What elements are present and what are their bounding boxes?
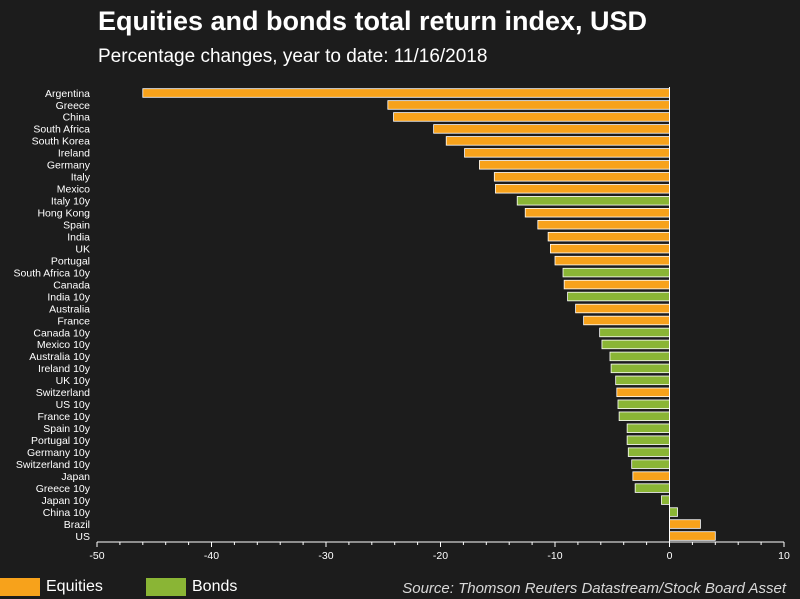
bar <box>626 423 670 433</box>
x-tick-label: -50 <box>89 550 104 562</box>
category-label: France 10y <box>37 411 90 423</box>
legend-label-equities: Equities <box>46 578 103 595</box>
bar <box>661 495 670 505</box>
category-label: Greece 10y <box>36 483 91 495</box>
bar <box>575 303 670 314</box>
category-label: France <box>57 315 90 327</box>
category-label: Japan 10y <box>42 495 91 507</box>
bar <box>433 124 670 134</box>
bar <box>632 471 670 481</box>
category-label: Mexico <box>57 184 90 196</box>
bar <box>387 100 670 110</box>
legend-label-bonds: Bonds <box>192 578 238 595</box>
category-label: Italy 10y <box>51 196 91 208</box>
bar <box>550 243 670 254</box>
legend-swatch-bonds <box>146 578 186 596</box>
x-tick-label: 10 <box>778 550 790 562</box>
category-label: US <box>75 531 90 543</box>
bar <box>609 351 670 362</box>
category-label: Switzerland <box>36 387 90 399</box>
bar <box>464 148 670 158</box>
legend-swatch-equities <box>0 578 40 596</box>
bar <box>669 519 701 529</box>
x-tick-label: -20 <box>433 550 448 562</box>
bar <box>516 196 670 206</box>
bar <box>631 459 670 469</box>
x-tick-label: 0 <box>667 550 673 562</box>
category-label: UK 10y <box>56 375 91 387</box>
bar <box>615 375 670 386</box>
legend-bonds: Bonds <box>146 578 237 596</box>
bar <box>493 172 670 182</box>
bar <box>393 112 670 122</box>
category-label: Hong Kong <box>37 208 90 220</box>
category-label: India 10y <box>47 291 90 303</box>
category-label: Australia 10y <box>29 351 90 363</box>
category-label: Italy <box>71 172 91 184</box>
category-label: South Africa 10y <box>14 267 91 279</box>
legend-equities: Equities <box>0 578 103 596</box>
bar <box>669 507 678 517</box>
chart-title: Equities and bonds total return index, U… <box>98 6 648 36</box>
category-label: Canada 10y <box>33 327 90 339</box>
bar <box>616 387 670 398</box>
category-label: Germany 10y <box>27 447 91 459</box>
category-label: Ireland 10y <box>38 363 91 375</box>
category-label: Ireland <box>58 148 90 160</box>
bar <box>479 160 670 170</box>
category-label: Portugal 10y <box>31 435 91 447</box>
category-label: UK <box>75 243 90 255</box>
category-label: Argentina <box>45 88 90 100</box>
category-label: India <box>67 231 90 243</box>
category-label: Spain <box>63 219 90 231</box>
bar <box>617 399 670 410</box>
source-note: Source: Thomson Reuters Datastream/Stock… <box>402 580 786 597</box>
category-label: Switzerland 10y <box>16 459 91 471</box>
category-label: Brazil <box>64 519 90 531</box>
bar <box>563 279 670 290</box>
bar <box>142 88 670 98</box>
bar <box>524 208 670 218</box>
category-label: Canada <box>53 279 90 291</box>
bar <box>610 363 670 374</box>
bar <box>669 531 716 541</box>
bar <box>562 267 670 278</box>
chart-subtitle: Percentage changes, year to date: 11/16/… <box>98 46 488 67</box>
bar <box>626 435 670 445</box>
bar <box>583 315 670 326</box>
category-label: Spain 10y <box>43 423 90 435</box>
bar <box>627 447 670 457</box>
category-label: Portugal <box>51 255 90 267</box>
bar <box>445 136 670 146</box>
category-label: South Africa <box>33 124 90 136</box>
category-label: China <box>63 112 91 124</box>
bar <box>599 327 670 338</box>
bar <box>634 483 670 493</box>
bar <box>618 411 670 421</box>
bar <box>547 231 670 242</box>
x-tick-label: -10 <box>547 550 562 562</box>
category-label: Japan <box>61 471 90 483</box>
category-label: Greece <box>56 100 91 112</box>
category-label: US 10y <box>56 399 91 411</box>
category-label: Mexico 10y <box>37 339 91 351</box>
x-tick-label: -40 <box>204 550 219 562</box>
category-label: South Korea <box>32 136 91 148</box>
bar <box>601 339 670 350</box>
bar <box>537 219 670 230</box>
category-label: China 10y <box>43 507 91 519</box>
x-tick-label: -30 <box>318 550 333 562</box>
bar <box>495 184 670 194</box>
bar <box>567 291 670 302</box>
bar <box>554 255 670 266</box>
category-label: Australia <box>49 303 90 315</box>
category-label: Germany <box>47 160 91 172</box>
